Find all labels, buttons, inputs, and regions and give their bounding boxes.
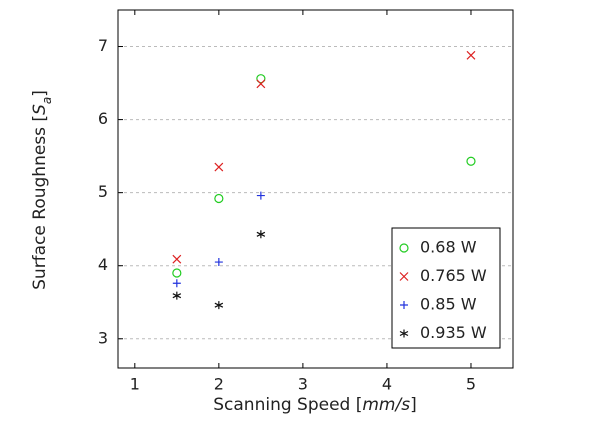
legend-marker <box>400 301 408 309</box>
y-axis-label: Surface Roughness [Sa] <box>30 90 54 290</box>
legend-box <box>391 227 501 349</box>
label-part: ] <box>30 90 50 97</box>
label-part: mm/s <box>362 395 410 415</box>
x-tick-label: 1 <box>130 375 140 394</box>
data-point <box>256 191 265 200</box>
data-point <box>214 301 224 310</box>
legend-label: 0.68 W <box>420 238 477 257</box>
data-point <box>214 258 223 267</box>
legend-marker <box>399 272 409 281</box>
data-point <box>466 50 476 60</box>
label-part: S <box>30 104 50 115</box>
data-point <box>214 162 224 172</box>
y-tick-label: 7 <box>98 36 108 55</box>
label-part: Surface Roughness [ <box>30 115 50 290</box>
y-tick-label: 4 <box>98 255 108 274</box>
y-tick-label: 6 <box>98 109 108 128</box>
data-point <box>172 268 182 278</box>
legend-label: 0.765 W <box>420 266 487 285</box>
data-point <box>172 254 182 264</box>
data-point <box>172 279 181 288</box>
data-point <box>256 230 266 239</box>
plot-frame <box>117 9 514 369</box>
legend-marker <box>399 329 409 338</box>
data-point <box>214 193 224 204</box>
label-part: a <box>40 97 54 104</box>
x-tick-label: 2 <box>214 375 224 394</box>
data-point <box>172 291 182 300</box>
legend-label: 0.85 W <box>420 295 477 314</box>
data-point <box>466 156 476 166</box>
x-tick-label: 4 <box>382 375 392 394</box>
y-tick-label: 3 <box>98 328 108 347</box>
label-part: Scanning Speed [ <box>213 395 362 415</box>
y-tick-label: 5 <box>98 182 108 201</box>
data-point <box>256 74 266 84</box>
legend-marker <box>399 243 409 253</box>
x-tick-label: 3 <box>298 375 308 394</box>
x-axis-label: Scanning Speed [mm/s] <box>213 395 416 415</box>
data-point <box>256 79 266 89</box>
x-tick-label: 5 <box>466 375 476 394</box>
legend-label: 0.935 W <box>420 323 487 342</box>
label-part: ] <box>410 395 417 415</box>
